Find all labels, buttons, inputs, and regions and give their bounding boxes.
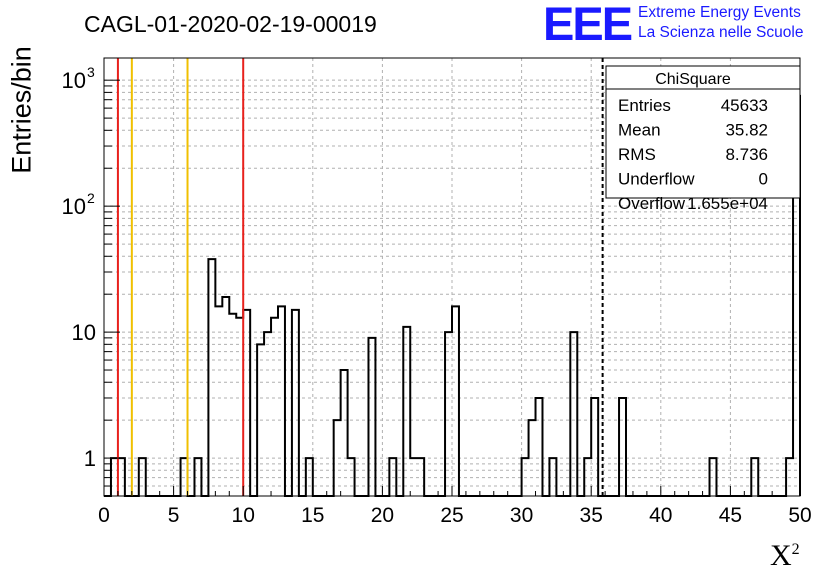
stats-row-label: Entries — [618, 96, 671, 115]
x-tick-label: 35 — [580, 504, 603, 527]
y-tick-exponent: 3 — [87, 64, 95, 80]
stats-row-value: 1.655e+04 — [687, 194, 768, 213]
x-tick-label: 50 — [788, 504, 811, 527]
reference-lines — [116, 58, 604, 496]
x-tick-label: 5 — [168, 504, 180, 527]
x-tick-label: 20 — [371, 504, 394, 527]
run-title: CAGL-01-2020-02-19-00019 — [84, 11, 377, 37]
x-axis-label: X2 — [770, 539, 800, 573]
y-tick-label: 1 — [84, 446, 96, 471]
eee-subtitle-2: La Scienza nelle Scuole — [638, 24, 804, 41]
x-tick-label: 45 — [719, 504, 742, 527]
stats-row-value: 8.736 — [725, 145, 768, 164]
eee-subtitle-1: Extreme Energy Events — [638, 4, 801, 21]
stats-row-value: 35.82 — [725, 121, 768, 140]
y-tick-label: 10 — [62, 68, 86, 93]
y-axis-label: Entries/bin — [6, 46, 37, 174]
stats-box-frame — [605, 65, 801, 199]
x-tick-label: 10 — [232, 504, 255, 527]
y-tick-exponent: 2 — [87, 190, 95, 206]
x-tick-label: 40 — [649, 504, 672, 527]
stats-box: ChiSquare Entries 45633 Mean 35.82 RMS 8.736 U… — [605, 65, 801, 213]
grid-lines — [103, 58, 801, 497]
stats-box-title: ChiSquare — [655, 71, 731, 88]
eee-logo: EEE — [543, 0, 633, 50]
y-tick-label: 10 — [72, 320, 96, 345]
x-axis-label-base: X — [770, 539, 792, 572]
stats-row-label: Overflow — [618, 194, 686, 213]
stats-row-label: Underflow — [618, 170, 695, 189]
stats-row-label: RMS — [618, 145, 656, 164]
x-axis-label-exponent: 2 — [791, 541, 800, 558]
x-tick-label: 30 — [510, 504, 533, 527]
x-tick-label: 15 — [301, 504, 324, 527]
y-tick-label: 10 — [62, 194, 86, 219]
x-tick-label: 0 — [98, 504, 110, 527]
stats-row-value: 0 — [759, 170, 768, 189]
x-tick-label: 25 — [440, 504, 463, 527]
stats-row-label: Mean — [618, 121, 661, 140]
stats-row-value: 45633 — [721, 96, 768, 115]
